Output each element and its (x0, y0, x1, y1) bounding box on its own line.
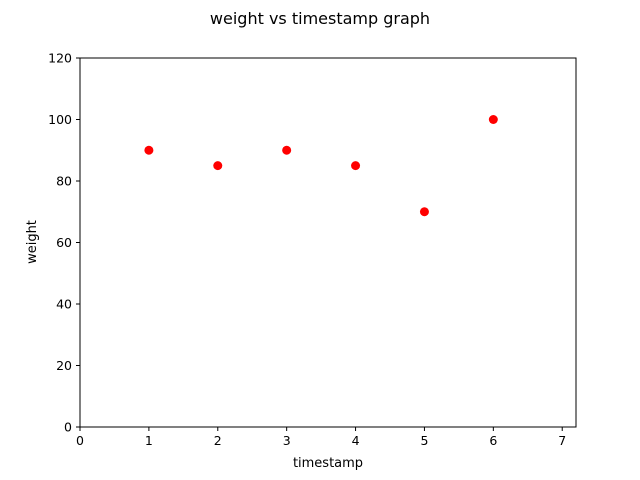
y-tick-label: 100 (48, 112, 72, 127)
data-point (351, 161, 361, 171)
y-axis-ticks: 0 20 40 60 80 100 120 (48, 51, 80, 435)
y-tick-label: 40 (56, 297, 72, 312)
x-axis-label: timestamp (293, 456, 363, 471)
x-tick-label: 7 (558, 433, 566, 448)
data-point (213, 161, 223, 171)
x-tick-label: 6 (489, 433, 497, 448)
y-tick-label: 60 (56, 235, 72, 250)
x-tick-label: 3 (283, 433, 291, 448)
y-tick-label: 20 (56, 358, 72, 373)
x-tick-label: 1 (145, 433, 153, 448)
x-tick-label: 0 (76, 433, 84, 448)
data-point (144, 145, 154, 155)
data-points (144, 115, 498, 217)
data-point (488, 115, 498, 124)
y-tick-label: 120 (48, 51, 72, 66)
chart-title: weight vs timestamp graph (210, 9, 430, 28)
data-point (282, 145, 292, 155)
plot-area-frame (79, 57, 577, 428)
x-tick-label: 2 (214, 433, 222, 448)
y-tick-label: 80 (56, 174, 72, 189)
y-axis-label: weight (25, 220, 40, 264)
x-tick-label: 4 (352, 433, 360, 448)
x-axis-ticks: 0 1 2 3 4 5 6 7 (76, 427, 566, 448)
y-tick-label: 0 (64, 420, 72, 435)
data-point (419, 207, 429, 217)
x-tick-label: 5 (420, 433, 428, 448)
